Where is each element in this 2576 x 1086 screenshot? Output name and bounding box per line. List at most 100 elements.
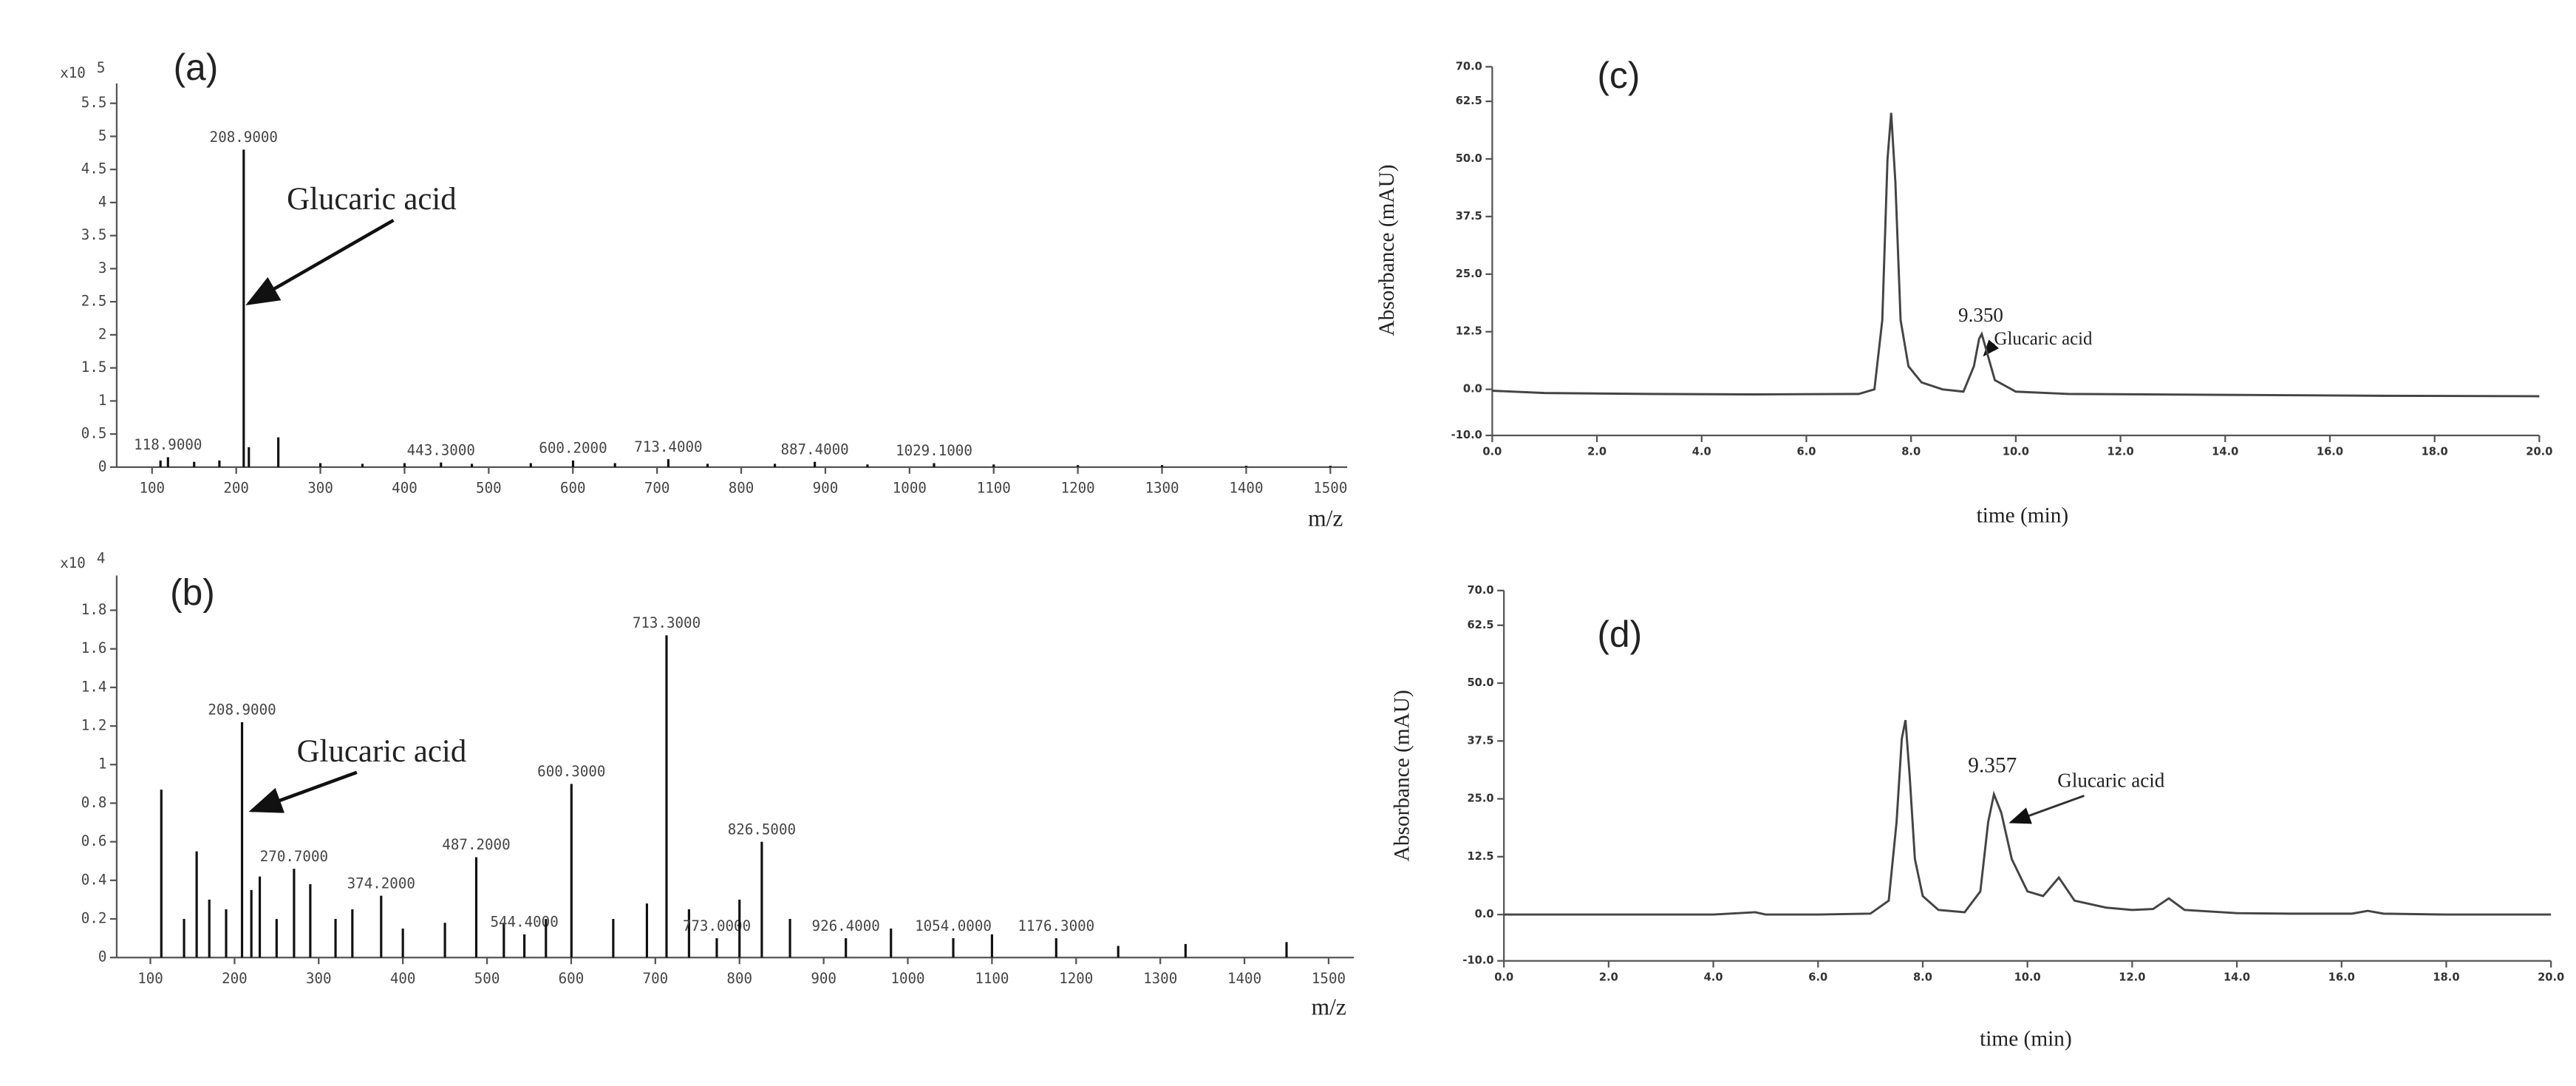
x-tick-label: 2.0: [1599, 971, 1618, 983]
x-tick-label: 1000: [890, 970, 924, 987]
x-tick-label: 500: [474, 970, 500, 987]
x-tick-label: 900: [813, 480, 839, 497]
peak-label: 443.3000: [407, 441, 475, 458]
x-tick-label: 1500: [1313, 480, 1347, 497]
x-axis-label: m/z: [1308, 505, 1343, 531]
y-tick-label: 1.2: [81, 717, 107, 734]
x-tick-label: 18.0: [2422, 446, 2448, 458]
peak-label: 926.4000: [812, 917, 880, 934]
x-tick-label: 16.0: [2317, 446, 2343, 458]
y-tick-label: 2.5: [81, 293, 107, 310]
panel-label: (b): [170, 572, 215, 614]
x-tick-label: 1200: [1059, 970, 1093, 987]
panel-label: (c): [1598, 55, 1640, 96]
y-tick-label: 62.5: [1467, 619, 1493, 631]
x-tick-label: 4.0: [1704, 971, 1723, 983]
x-tick-label: 10.0: [2014, 971, 2041, 983]
x-tick-label: 1200: [1061, 480, 1095, 497]
y-tick-label: 0.2: [81, 910, 107, 927]
peak-label: 208.9000: [208, 702, 276, 719]
x-tick-label: 600: [560, 480, 586, 497]
y-tick-label: 1.4: [81, 678, 107, 695]
y-tick-label: 1.5: [81, 359, 107, 376]
peak-label: 713.4000: [634, 438, 702, 455]
x-tick-label: 100: [139, 480, 165, 497]
y-tick-label: 12.5: [1456, 325, 1482, 338]
panel-label: (d): [1598, 614, 1643, 655]
peak-label: 600.2000: [539, 440, 607, 457]
x-tick-label: 18.0: [2433, 971, 2459, 983]
x-tick-label: 1100: [977, 480, 1011, 497]
x-tick-label: 400: [390, 970, 416, 987]
y-scale-exponent: 4: [97, 549, 106, 566]
y-tick-label: 0.4: [81, 871, 107, 888]
annotation: Glucaric acid: [1994, 329, 2093, 349]
y-tick-label: 3.5: [81, 226, 107, 243]
x-tick-label: 0.0: [1482, 446, 1502, 458]
y-axis-label: Absorbance (mAU): [1375, 164, 1399, 336]
x-tick-label: 400: [392, 480, 418, 497]
x-tick-label: 100: [137, 970, 163, 987]
annotation: Glucaric acid: [297, 734, 467, 769]
x-tick-label: 1300: [1145, 480, 1179, 497]
x-tick-label: 700: [643, 970, 669, 987]
arrow: [2008, 794, 2085, 824]
x-tick-label: 1300: [1143, 970, 1177, 987]
y-axis-label: Absorbance (mAU): [1391, 690, 1414, 861]
y-tick-label: 70.0: [1467, 584, 1493, 597]
x-tick-label: 200: [222, 970, 248, 987]
annotation: 9.350: [1958, 304, 2003, 326]
peak-label: 887.4000: [780, 441, 848, 458]
y-tick-label: 0: [98, 458, 107, 475]
y-scale-label: x10: [60, 64, 86, 81]
x-tick-label: 14.0: [2212, 446, 2238, 458]
y-tick-label: 0: [98, 948, 107, 965]
chromatogram-line: [1504, 719, 2552, 916]
arrow: [245, 218, 395, 305]
y-tick-label: 1: [98, 392, 107, 409]
x-tick-label: 300: [307, 480, 333, 497]
arrow: [1983, 339, 2000, 357]
x-tick-label: 1400: [1227, 970, 1261, 987]
peak-label: 544.4000: [490, 914, 558, 931]
x-tick-label: 500: [476, 480, 502, 497]
peak-label: 374.2000: [347, 875, 415, 892]
y-tick-label: 4.5: [81, 160, 107, 177]
y-tick-label: 25.0: [1467, 793, 1493, 805]
y-tick-label: 2: [98, 325, 107, 342]
y-tick-label: 5: [98, 127, 107, 144]
peak-label: 713.3000: [633, 614, 701, 631]
annotation: Glucaric acid: [2057, 769, 2164, 791]
y-tick-label: 1.6: [81, 639, 107, 656]
x-tick-label: 0.0: [1494, 971, 1513, 983]
y-tick-label: 5.5: [81, 94, 107, 111]
y-tick-label: 50.0: [1456, 152, 1482, 165]
x-tick-label: 700: [644, 480, 670, 497]
x-axis-label: time (min): [1977, 503, 2069, 527]
x-tick-label: 900: [811, 970, 836, 987]
y-tick-label: 3: [98, 259, 107, 276]
x-tick-label: 4.0: [1692, 446, 1711, 458]
y-tick-label: 50.0: [1467, 676, 1493, 689]
peak-label: 487.2000: [442, 836, 510, 853]
y-tick-label: 0.6: [81, 832, 107, 849]
x-tick-label: 14.0: [2224, 971, 2250, 983]
y-scale-exponent: 5: [97, 59, 106, 76]
x-tick-label: 20.0: [2526, 446, 2552, 458]
y-tick-label: 0.8: [81, 794, 107, 811]
peak-label: 270.7000: [260, 848, 328, 865]
annotation: Glucaric acid: [287, 182, 457, 217]
x-axis-label: time (min): [1980, 1028, 2072, 1051]
x-tick-label: 12.0: [2119, 971, 2145, 983]
y-tick-label: 12.5: [1467, 850, 1493, 863]
y-tick-label: 1.8: [81, 601, 107, 618]
y-tick-label: 70.0: [1456, 60, 1482, 72]
peak-label: 1029.1000: [896, 442, 972, 459]
x-tick-label: 10.0: [2003, 446, 2029, 458]
y-tick-label: 0.5: [81, 425, 107, 442]
peak-label: 826.5000: [728, 821, 796, 838]
y-tick-label: 0.0: [1463, 383, 1482, 396]
y-scale-label: x10: [60, 554, 86, 571]
x-tick-label: 1400: [1229, 480, 1263, 497]
